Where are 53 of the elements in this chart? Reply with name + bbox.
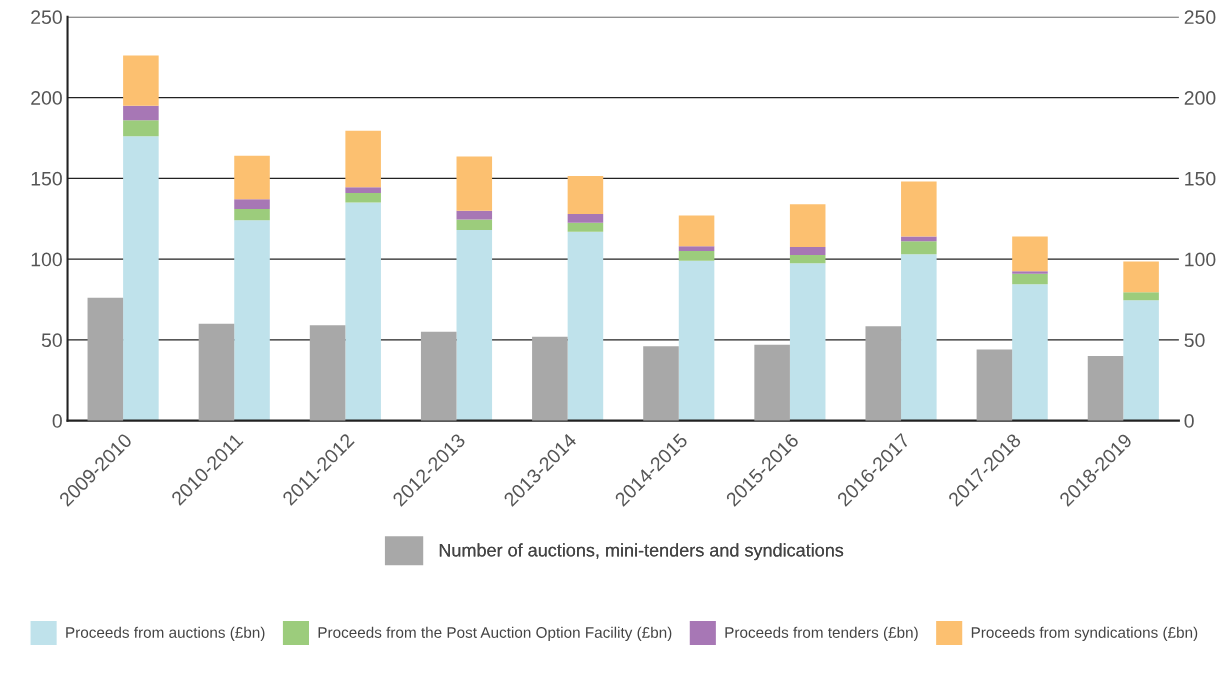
bar	[1123, 261, 1159, 293]
legend-label: Proceeds from auctions (£bn)	[66, 626, 265, 641]
bar	[345, 187, 381, 193]
bar	[345, 202, 381, 421]
bar	[345, 192, 381, 203]
y2-tick-label: 50	[1184, 333, 1205, 348]
legend-label: Proceeds from the Post Auction Option Facility (£bn)	[318, 626, 672, 641]
bar	[234, 220, 270, 421]
bar	[901, 241, 937, 255]
y-tick-label: 150	[31, 171, 62, 186]
bar	[567, 231, 604, 421]
bar	[567, 222, 604, 232]
y-tick-label: 100	[31, 252, 62, 267]
y-tick-label: 0	[52, 414, 62, 428]
bar	[678, 260, 715, 421]
bar	[456, 219, 493, 231]
y2-tick-label: 250	[1184, 10, 1216, 25]
y-tick-label: 200	[31, 91, 62, 105]
bar	[456, 156, 493, 211]
bar	[234, 155, 270, 200]
legend-label: Proceeds from tenders (£bn)	[725, 626, 918, 641]
bar	[345, 130, 381, 188]
bar	[789, 204, 826, 247]
y2-tick-label: 100	[1185, 252, 1216, 267]
bar	[1123, 292, 1159, 301]
bar	[456, 230, 493, 421]
bar	[678, 215, 715, 247]
y2-tick-label: 150	[1185, 171, 1216, 186]
bar	[234, 209, 270, 221]
bar	[123, 136, 159, 421]
bar	[567, 213, 604, 223]
bar	[123, 55, 159, 106]
bar	[678, 251, 715, 261]
bar	[567, 175, 604, 214]
y2-tick-label: 200	[1184, 91, 1216, 105]
legend-label: Proceeds from syndications (£bn)	[971, 626, 1198, 641]
y-tick-label: 250	[31, 10, 62, 25]
bar	[456, 210, 493, 220]
bar	[901, 236, 937, 242]
bar	[1012, 273, 1048, 285]
bar	[1012, 271, 1048, 274]
bar	[789, 263, 826, 421]
y-tick-label: 50	[41, 333, 62, 348]
bar	[123, 105, 159, 121]
legend-label: Number of auctions, mini-tenders and syndications	[439, 543, 844, 561]
bar	[789, 255, 826, 264]
bar	[678, 246, 715, 252]
bar	[1012, 236, 1048, 272]
bar	[789, 246, 826, 256]
bar	[234, 199, 270, 210]
bar	[901, 181, 937, 237]
bar	[123, 120, 159, 137]
y2-tick-label: 0	[1184, 414, 1194, 428]
